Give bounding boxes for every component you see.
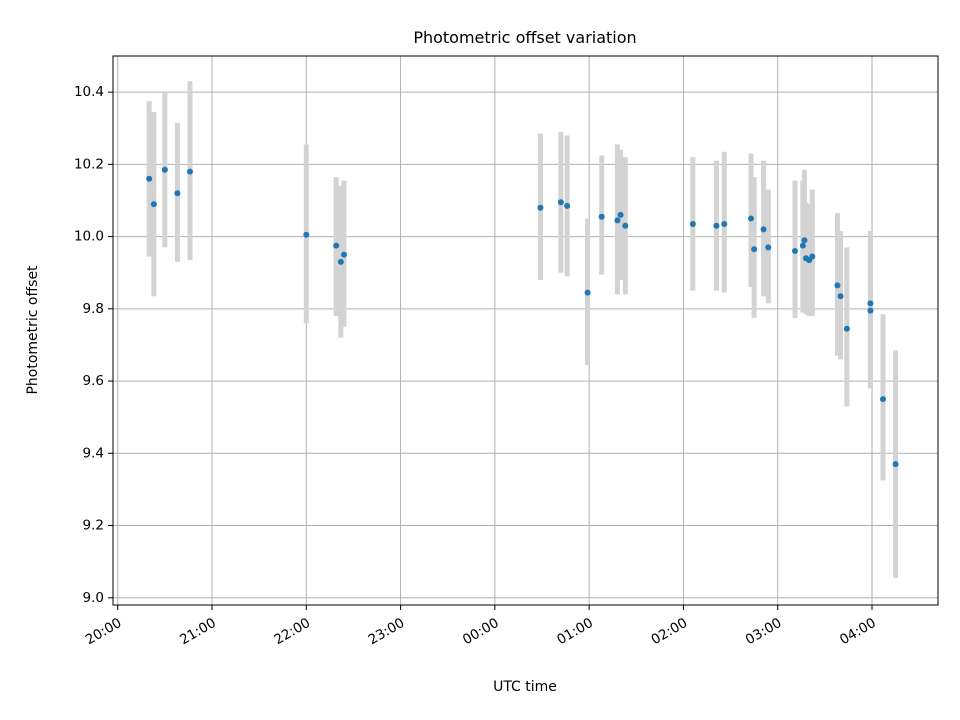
y-tick-label: 10.0 xyxy=(74,229,104,245)
data-point xyxy=(161,166,168,173)
data-point xyxy=(557,199,564,206)
y-tick-label: 9.6 xyxy=(83,373,104,389)
data-point xyxy=(867,300,874,307)
data-point xyxy=(867,307,874,314)
y-tick-label: 9.8 xyxy=(83,301,104,317)
data-point xyxy=(799,242,806,249)
y-tick-label: 10.4 xyxy=(74,84,104,100)
chart-title: Photometric offset variation xyxy=(413,28,636,47)
data-point xyxy=(617,211,624,218)
data-point xyxy=(721,220,728,227)
data-point xyxy=(843,325,850,332)
data-point xyxy=(622,222,629,229)
data-point xyxy=(765,244,772,251)
y-axis-label: Photometric offset xyxy=(25,265,41,395)
plot-frame xyxy=(112,55,939,606)
x-axis-label: UTC time xyxy=(493,679,557,695)
data-point xyxy=(760,226,767,233)
data-point xyxy=(146,175,153,182)
y-tick-label: 9.2 xyxy=(83,518,104,534)
data-point xyxy=(614,217,621,224)
data-point xyxy=(834,282,841,289)
y-tick-label: 10.2 xyxy=(74,156,104,172)
data-point xyxy=(713,222,720,229)
data-point xyxy=(751,246,758,253)
data-point xyxy=(880,396,886,403)
data-point xyxy=(174,190,181,197)
data-point xyxy=(837,293,844,300)
data-points xyxy=(146,166,899,468)
data-point xyxy=(187,168,193,175)
data-point xyxy=(748,215,754,222)
data-point xyxy=(689,220,696,227)
y-tick-label: 9.4 xyxy=(83,445,104,461)
y-ticks: 9.0 9.2 9.4 9.6 9.8 10.0 10.2 10.4 xyxy=(74,84,113,606)
data-point xyxy=(564,202,571,209)
y-tick-label: 9.0 xyxy=(83,590,104,606)
data-point xyxy=(333,242,340,249)
data-point xyxy=(792,248,798,255)
data-point xyxy=(341,251,347,258)
data-point xyxy=(801,237,808,244)
data-point xyxy=(537,204,544,211)
data-point xyxy=(584,289,591,296)
data-point xyxy=(892,461,899,468)
data-point xyxy=(150,201,157,208)
data-point xyxy=(809,253,816,260)
data-point xyxy=(303,231,310,238)
data-point xyxy=(337,258,344,265)
data-point xyxy=(598,213,605,220)
